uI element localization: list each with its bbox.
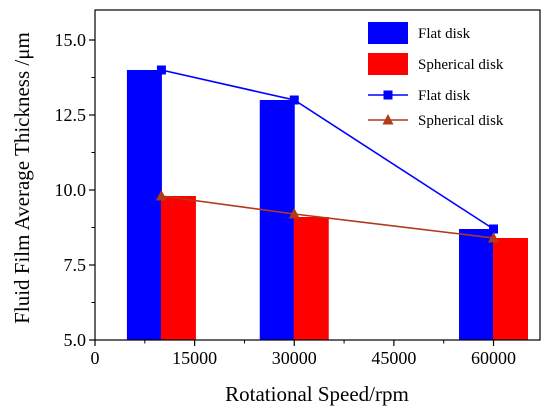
legend-swatch-bar-0 bbox=[368, 22, 408, 44]
marker-flat-2 bbox=[489, 224, 499, 234]
legend-marker-0 bbox=[383, 90, 393, 100]
marker-flat-1 bbox=[289, 95, 299, 105]
plot-frame bbox=[94, 9, 541, 341]
x-tick-label-4: 60000 bbox=[471, 348, 516, 368]
legend: Flat disk Spherical disk Flat disk Spherica… bbox=[368, 22, 504, 129]
y-tick-label-3: 12.5 bbox=[55, 105, 87, 125]
y-tick-label-0: 5.0 bbox=[64, 330, 87, 350]
legend-label-line-1: Spherical disk bbox=[418, 113, 504, 129]
bar-flat-1 bbox=[259, 100, 295, 340]
x-axis-title: Rotational Speed/rpm bbox=[225, 382, 409, 406]
y-tick-label-4: 15.0 bbox=[55, 30, 87, 50]
legend-swatch-bar-1 bbox=[368, 53, 408, 75]
y-tick-label-1: 7.5 bbox=[64, 255, 87, 275]
legend-label-bar-0: Flat disk bbox=[418, 26, 471, 42]
x-tick-label-1: 15000 bbox=[172, 348, 217, 368]
bar-flat-2 bbox=[459, 229, 495, 340]
marker-spherical-1 bbox=[288, 208, 300, 219]
axes-layer: 0 15000 30000 45000 60000 5.0 7.5 10.0 12.5 15.0 bbox=[55, 30, 517, 368]
bar-spherical-2 bbox=[493, 238, 529, 340]
legend-label-line-0: Flat disk bbox=[418, 88, 471, 104]
x-tick-label-0: 0 bbox=[91, 348, 100, 368]
legend-label-bar-1: Spherical disk bbox=[418, 57, 504, 73]
x-tick-label-3: 45000 bbox=[371, 348, 416, 368]
y-axis-title: Fluid Film Average Thickness /μm bbox=[10, 32, 34, 324]
bars-layer bbox=[126, 70, 529, 340]
x-tick-label-2: 30000 bbox=[272, 348, 317, 368]
bar-spherical-0 bbox=[160, 196, 196, 340]
legend-marker-1 bbox=[382, 114, 394, 125]
y-tick-label-2: 10.0 bbox=[55, 180, 87, 200]
marker-flat-0 bbox=[156, 65, 166, 75]
lines-layer bbox=[155, 65, 500, 243]
bar-spherical-1 bbox=[293, 217, 329, 340]
marker-spherical-2 bbox=[488, 232, 500, 243]
bar-flat-0 bbox=[126, 70, 162, 340]
marker-spherical-0 bbox=[155, 190, 167, 201]
